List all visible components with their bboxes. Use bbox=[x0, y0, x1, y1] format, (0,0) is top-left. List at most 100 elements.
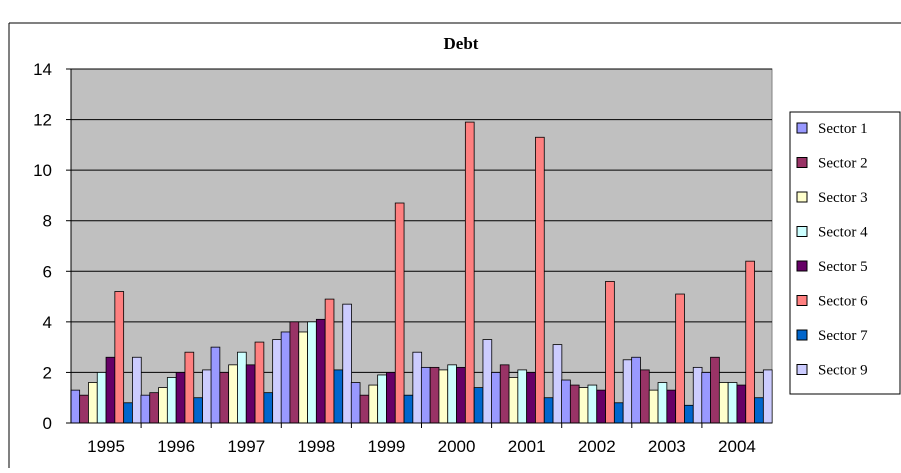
bar-sector-7-1997 bbox=[263, 392, 274, 424]
legend-label: Sector 7 bbox=[818, 328, 868, 344]
bar-sector-5-1995 bbox=[105, 356, 116, 424]
legend-swatch bbox=[796, 329, 808, 341]
legend-swatch bbox=[796, 364, 808, 375]
bar-sector-6-1996 bbox=[184, 351, 195, 424]
legend-swatch bbox=[796, 226, 808, 237]
bar-sector-2-2000 bbox=[429, 366, 440, 424]
bar-sector-2-2003 bbox=[640, 369, 650, 424]
bar-sector-4-2003 bbox=[657, 382, 668, 424]
bar-sector-6-2002 bbox=[605, 280, 615, 424]
bar-sector-5-1998 bbox=[315, 318, 326, 424]
x-tick-label: 2003 bbox=[648, 437, 686, 456]
bar-sector-9-1998 bbox=[342, 303, 352, 424]
bar-sector-6-1999 bbox=[394, 202, 405, 424]
x-tick-label: 2002 bbox=[578, 437, 616, 456]
axes: 0 2 4 6 8 10 12 14 1995 1996 1997 1998 1999 2000 2001 2… bbox=[33, 60, 772, 456]
bar-sector-9-1996 bbox=[202, 369, 212, 424]
bar-sector-7-1998 bbox=[333, 369, 344, 424]
bar-sector-1-2004 bbox=[701, 372, 711, 424]
bar-sector-2-2001 bbox=[499, 364, 510, 424]
bar-sector-3-2002 bbox=[578, 387, 589, 424]
x-tick-label: 1995 bbox=[87, 437, 125, 456]
y-tick-label: 2 bbox=[43, 363, 52, 382]
bar-sector-6-1998 bbox=[324, 298, 335, 424]
bar-sector-1-2001 bbox=[491, 372, 501, 424]
bar-sector-3-1998 bbox=[298, 331, 308, 424]
legend-swatch bbox=[796, 191, 808, 203]
bar-sector-1-1995 bbox=[70, 389, 81, 424]
bar-sector-9-1995 bbox=[132, 356, 142, 424]
bar-sector-2-2002 bbox=[569, 384, 580, 424]
bar-sector-5-1999 bbox=[386, 372, 396, 424]
y-tick-label: 12 bbox=[33, 111, 52, 130]
y-tick-label: 14 bbox=[33, 60, 52, 79]
x-tick-label: 2001 bbox=[508, 437, 546, 456]
bar-sector-2-1998 bbox=[289, 321, 300, 424]
x-tick-label: 1996 bbox=[157, 437, 195, 456]
bar-sector-9-2003 bbox=[692, 366, 703, 424]
y-tick-label: 8 bbox=[43, 212, 52, 231]
bar-sector-3-1997 bbox=[228, 364, 238, 424]
bar-sector-1-1998 bbox=[280, 331, 291, 424]
chart-title: Debt bbox=[444, 34, 479, 53]
bar-sector-9-2004 bbox=[762, 369, 773, 424]
bar-sector-7-2002 bbox=[613, 402, 624, 424]
y-tick-label: 10 bbox=[33, 161, 52, 180]
bar-sector-7-2000 bbox=[473, 387, 484, 424]
bar-sector-6-2000 bbox=[464, 121, 475, 424]
bar-sector-2-1997 bbox=[219, 372, 230, 424]
x-tick-label: 1999 bbox=[368, 437, 406, 456]
bar-sector-4-1997 bbox=[237, 351, 247, 424]
legend-label: Sector 1 bbox=[818, 121, 868, 137]
bar-sector-5-2003 bbox=[666, 389, 677, 424]
bar-sector-5-2004 bbox=[736, 384, 747, 424]
bar-sector-7-1996 bbox=[193, 397, 203, 424]
x-tick-label: 1997 bbox=[227, 437, 265, 456]
bar-sector-3-2001 bbox=[508, 377, 519, 424]
y-tick-label: 4 bbox=[43, 313, 52, 332]
bar-sector-9-2000 bbox=[482, 339, 493, 424]
legend-label: Sector 6 bbox=[818, 294, 868, 310]
bar-sector-1-2002 bbox=[561, 379, 571, 424]
x-tick-label: 2004 bbox=[718, 437, 756, 456]
bar-sector-1-1996 bbox=[140, 394, 151, 424]
bar-sector-5-2000 bbox=[456, 366, 466, 424]
bar-sector-9-2001 bbox=[552, 344, 563, 424]
legend-swatch bbox=[796, 295, 808, 306]
legend-label: Sector 2 bbox=[818, 156, 868, 172]
bar-sector-1-2000 bbox=[420, 366, 431, 424]
bar-sector-6-2003 bbox=[675, 293, 685, 424]
legend-box bbox=[789, 111, 901, 395]
bar-sector-1-2003 bbox=[631, 356, 641, 424]
bar-sector-5-2001 bbox=[526, 372, 536, 424]
x-tick-label: 2000 bbox=[438, 437, 476, 456]
legend: Sector 1 Sector 2 Sector 3 Sector 4 Sector 5… bbox=[789, 111, 901, 395]
legend-label: Sector 9 bbox=[818, 363, 868, 379]
bar-sector-3-2003 bbox=[648, 389, 659, 424]
bar-sector-1-1999 bbox=[350, 382, 361, 424]
bar-sector-7-2004 bbox=[754, 397, 764, 424]
bar-sector-1-1997 bbox=[210, 346, 221, 424]
legend-label: Sector 5 bbox=[818, 259, 868, 275]
bar-sector-6-1997 bbox=[254, 341, 265, 424]
x-tick-label: 1998 bbox=[297, 437, 335, 456]
bar-sector-4-2002 bbox=[587, 384, 598, 424]
bar-sector-4-1998 bbox=[307, 321, 317, 424]
bar-sector-3-2000 bbox=[438, 369, 449, 424]
bar-sector-3-1999 bbox=[368, 384, 379, 424]
legend-swatch bbox=[796, 260, 808, 272]
bar-sector-2-1999 bbox=[359, 394, 370, 424]
bar-sector-9-1999 bbox=[412, 351, 423, 424]
bar-sector-6-2004 bbox=[745, 260, 755, 424]
bar-sector-5-1996 bbox=[175, 372, 186, 424]
bar-sector-2-1995 bbox=[79, 394, 89, 424]
bar-sector-4-1999 bbox=[377, 374, 387, 424]
bar-sector-3-2004 bbox=[718, 382, 729, 424]
bar-sector-9-1997 bbox=[272, 339, 282, 424]
bar-sector-4-2004 bbox=[727, 382, 738, 424]
bar-sector-2-2004 bbox=[710, 356, 720, 424]
bar-sector-6-2001 bbox=[535, 136, 545, 424]
legend-swatch bbox=[796, 122, 808, 134]
bar-sector-7-2003 bbox=[684, 404, 694, 424]
